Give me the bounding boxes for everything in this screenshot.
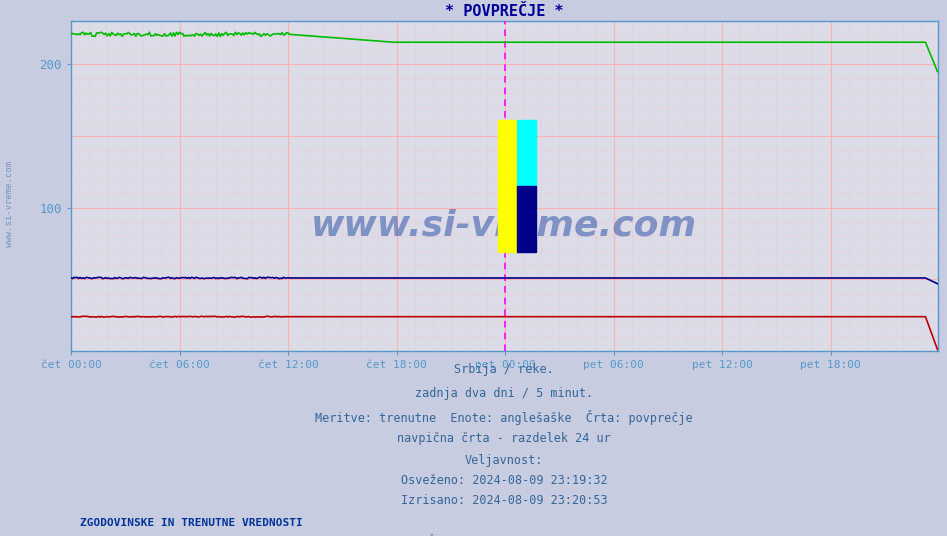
Bar bbox=[498, 121, 517, 252]
Text: www.si-vreme.com: www.si-vreme.com bbox=[5, 161, 14, 247]
Text: Srbija / reke.: Srbija / reke. bbox=[455, 363, 554, 376]
Bar bbox=[517, 187, 536, 252]
Text: Meritve: trenutne  Enote: anglešaške  Črta: povprečje: Meritve: trenutne Enote: anglešaške Črta… bbox=[315, 410, 693, 425]
Text: zadnja dva dni / 5 minut.: zadnja dva dni / 5 minut. bbox=[415, 386, 594, 399]
Bar bbox=[517, 121, 536, 187]
Text: www.si-vreme.com: www.si-vreme.com bbox=[312, 209, 697, 243]
Text: Veljavnost:: Veljavnost: bbox=[465, 454, 544, 467]
Text: Izrisano: 2024-08-09 23:20:53: Izrisano: 2024-08-09 23:20:53 bbox=[401, 494, 608, 507]
Title: * POVPREČJE *: * POVPREČJE * bbox=[445, 4, 563, 19]
Text: ZGODOVINSKE IN TRENUTNE VREDNOSTI: ZGODOVINSKE IN TRENUTNE VREDNOSTI bbox=[80, 518, 302, 528]
Text: navpična črta - razdelek 24 ur: navpična črta - razdelek 24 ur bbox=[398, 432, 611, 445]
Text: Osveženo: 2024-08-09 23:19:32: Osveženo: 2024-08-09 23:19:32 bbox=[401, 474, 608, 487]
